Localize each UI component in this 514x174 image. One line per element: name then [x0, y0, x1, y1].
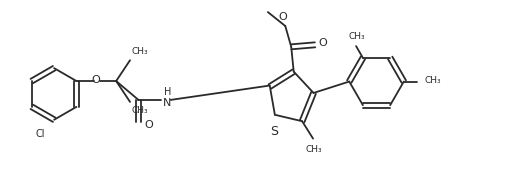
Text: CH₃: CH₃ [348, 32, 365, 41]
Text: O: O [318, 38, 327, 48]
Text: methyl: methyl [0, 173, 1, 174]
Text: CH₃: CH₃ [131, 106, 148, 115]
Text: CH₃: CH₃ [131, 47, 148, 56]
Text: O: O [144, 120, 153, 130]
Text: Cl: Cl [35, 129, 45, 139]
Text: CH₃: CH₃ [425, 76, 441, 85]
Text: N: N [163, 98, 172, 108]
Text: O: O [279, 12, 287, 22]
Text: CH₃: CH₃ [305, 145, 322, 153]
Text: S: S [270, 125, 279, 138]
Text: H: H [163, 87, 171, 97]
Text: O: O [91, 75, 100, 85]
